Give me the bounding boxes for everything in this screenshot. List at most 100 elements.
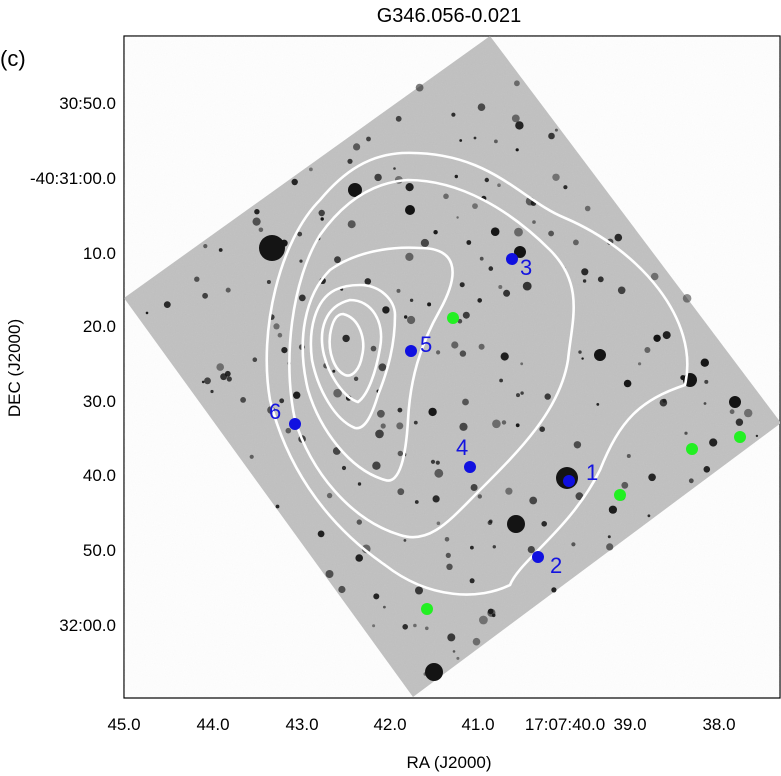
- star: [501, 420, 507, 425]
- star: [374, 173, 382, 182]
- star: [575, 492, 584, 501]
- star: [544, 393, 551, 400]
- star: [499, 378, 503, 383]
- star: [293, 391, 301, 399]
- star: [459, 422, 468, 431]
- star: [606, 543, 614, 551]
- star: [280, 239, 288, 247]
- star: [626, 454, 631, 458]
- star: [299, 259, 303, 263]
- green-marker: [421, 603, 433, 615]
- star: [435, 460, 440, 465]
- star: [511, 114, 520, 123]
- green-marker: [734, 431, 746, 443]
- source-label-3: 3: [520, 255, 532, 280]
- star: [395, 115, 402, 122]
- star: [478, 343, 485, 350]
- x-tick-label: 38.0: [702, 715, 735, 734]
- star: [648, 473, 656, 482]
- star: [614, 233, 623, 242]
- star: [498, 285, 503, 289]
- star: [520, 391, 524, 395]
- star: [470, 545, 474, 550]
- star: [405, 183, 414, 192]
- x-axis-ticks: 45.0 44.0 43.0 42.0 41.0 17:07:40.0 39.0…: [107, 715, 735, 734]
- star: [370, 345, 377, 352]
- star: [372, 461, 381, 470]
- star: [393, 167, 396, 170]
- star: [514, 80, 520, 87]
- star: [477, 494, 482, 499]
- star: [488, 519, 493, 524]
- star: [581, 357, 584, 360]
- star: [320, 217, 324, 221]
- star: [581, 268, 589, 276]
- bright-star: [514, 246, 526, 258]
- y-axis-title: DEC (J2000): [5, 319, 24, 417]
- star: [456, 216, 459, 219]
- star: [433, 230, 438, 235]
- star: [273, 323, 280, 330]
- star: [281, 347, 288, 354]
- star: [403, 539, 407, 542]
- green-marker: [686, 443, 698, 455]
- star: [373, 593, 380, 600]
- panel-label: (c): [0, 46, 26, 71]
- y-tick-label: 32:00.0: [59, 616, 116, 635]
- star: [396, 422, 404, 430]
- source-marker-4: [464, 461, 476, 473]
- star: [492, 545, 496, 549]
- star: [514, 227, 523, 237]
- star: [548, 230, 554, 237]
- star: [436, 521, 441, 526]
- star: [492, 419, 501, 429]
- star: [621, 481, 629, 489]
- star: [347, 158, 353, 164]
- star: [414, 500, 419, 504]
- star: [210, 389, 214, 394]
- star: [459, 350, 467, 357]
- star: [704, 379, 709, 384]
- star: [202, 292, 209, 299]
- star: [430, 459, 436, 464]
- star: [755, 434, 759, 438]
- star: [638, 362, 642, 366]
- star: [472, 637, 481, 646]
- star: [684, 431, 688, 435]
- contour-set: [265, 151, 689, 596]
- star: [487, 608, 494, 615]
- star: [456, 656, 460, 660]
- star: [522, 281, 532, 291]
- star: [532, 220, 536, 224]
- x-tick-label: 42.0: [373, 715, 406, 734]
- star: [500, 352, 509, 361]
- green-marker: [614, 489, 626, 501]
- star: [459, 282, 465, 288]
- star: [413, 420, 418, 425]
- source-marker-2: [532, 551, 544, 563]
- star: [497, 183, 501, 187]
- star: [462, 311, 470, 319]
- source-label-6: 6: [269, 399, 281, 424]
- star: [541, 521, 547, 527]
- star: [266, 280, 271, 284]
- star: [249, 454, 254, 459]
- y-tick-label: 30.0: [83, 392, 116, 411]
- star: [201, 380, 205, 384]
- y-tick-label: 50.0: [83, 541, 116, 560]
- source-labels: 1 2 3 4 5 6: [269, 255, 598, 578]
- star: [252, 357, 258, 363]
- image-noise: [124, 36, 780, 697]
- star: [552, 173, 560, 181]
- star: [357, 482, 362, 486]
- star: [356, 519, 362, 525]
- star: [397, 450, 403, 457]
- green-marker-group: [421, 312, 746, 615]
- star: [447, 633, 456, 642]
- star: [317, 530, 325, 538]
- star: [325, 570, 334, 578]
- y-tick-label: 30:50.0: [59, 94, 116, 113]
- star: [342, 334, 350, 343]
- star: [608, 505, 618, 514]
- star: [662, 331, 671, 340]
